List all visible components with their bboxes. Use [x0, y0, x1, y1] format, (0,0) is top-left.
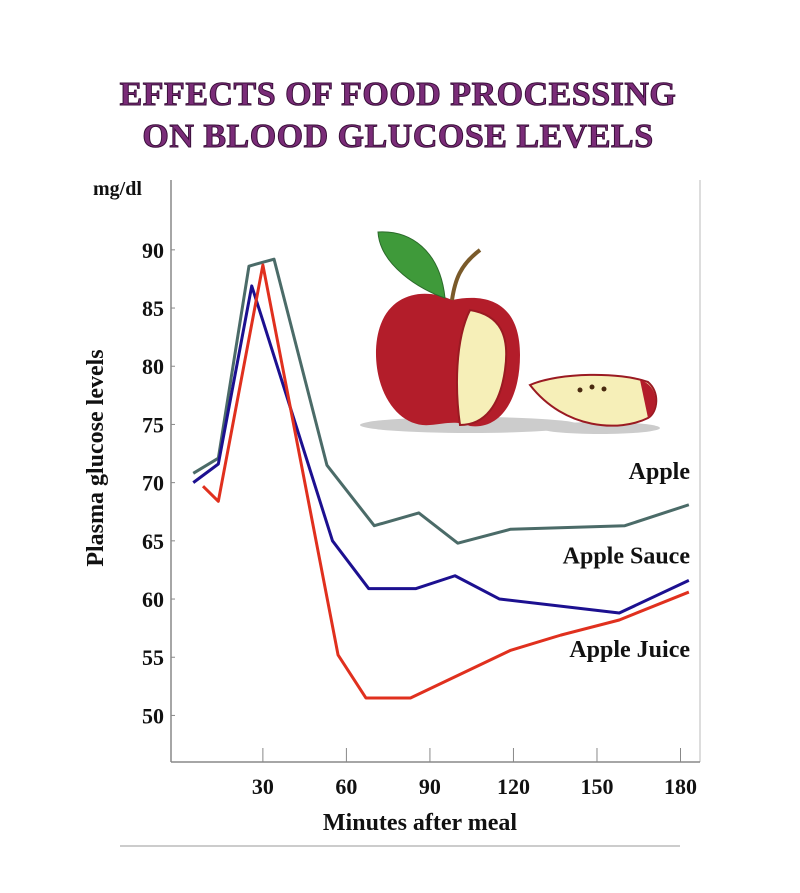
chart-title: EFFECTS OF FOOD PROCESSING	[120, 76, 677, 113]
x-tick-label: 60	[335, 774, 357, 799]
y-tick-label: 80	[142, 354, 164, 379]
y-tick-label: 50	[142, 703, 164, 728]
x-tick-label: 30	[252, 774, 274, 799]
x-tick-label: 90	[419, 774, 441, 799]
series-line	[192, 257, 690, 545]
chart-title: ON BLOOD GLUCOSE LEVELS	[142, 118, 653, 155]
x-axis-label: Minutes after meal	[323, 810, 518, 836]
apple-illustration	[360, 231, 660, 434]
y-tick-label: 60	[142, 587, 164, 612]
series-label: Apple Sauce	[563, 543, 691, 569]
y-tick-label: 85	[142, 296, 164, 321]
series-line	[201, 263, 690, 700]
series-label: Apple	[629, 459, 691, 485]
series-label: Apple Juice	[569, 637, 690, 663]
y-unit: mg/dl	[93, 178, 142, 200]
y-tick-label: 65	[142, 529, 164, 554]
series-line	[192, 284, 690, 615]
y-axis-label: Plasma glucose levels	[83, 349, 109, 566]
y-tick-label: 90	[142, 238, 164, 263]
x-tick-label: 180	[664, 774, 697, 799]
y-tick-label: 75	[142, 412, 164, 437]
y-tick-label: 70	[142, 471, 164, 496]
x-tick-label: 120	[497, 774, 530, 799]
y-tick-label: 55	[142, 645, 164, 670]
x-tick-label: 150	[580, 774, 613, 799]
